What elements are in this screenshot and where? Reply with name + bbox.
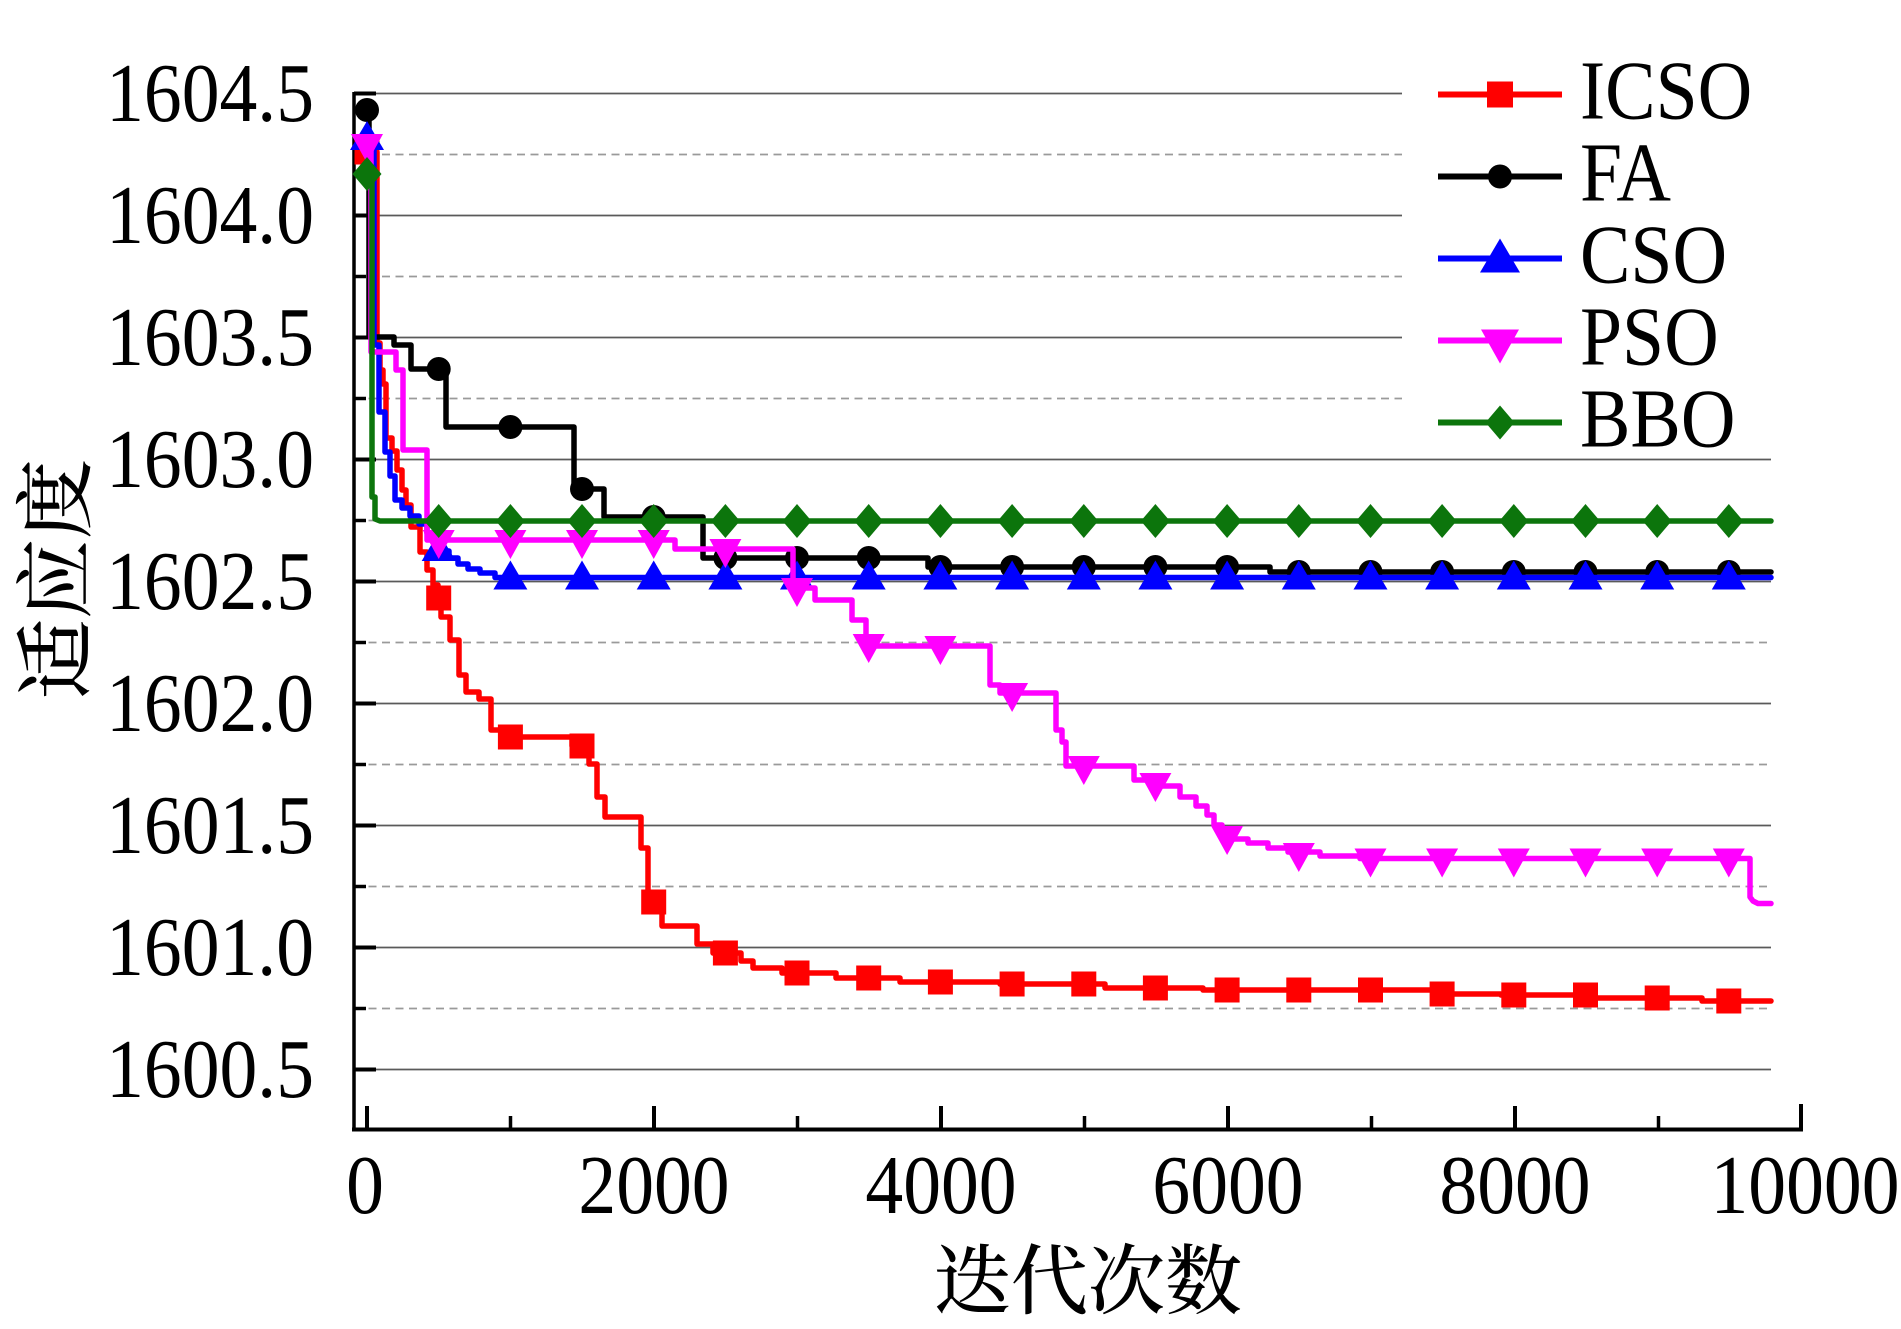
svg-text:BBO: BBO bbox=[1580, 373, 1735, 466]
svg-text:1604.5: 1604.5 bbox=[106, 47, 314, 140]
svg-text:8000: 8000 bbox=[1439, 1139, 1590, 1232]
svg-text:6000: 6000 bbox=[1152, 1139, 1303, 1232]
svg-text:PSO: PSO bbox=[1580, 291, 1719, 384]
svg-text:0: 0 bbox=[346, 1139, 384, 1232]
svg-text:1604.0: 1604.0 bbox=[106, 169, 314, 262]
svg-text:1602.5: 1602.5 bbox=[106, 535, 314, 628]
svg-text:ICSO: ICSO bbox=[1580, 45, 1752, 138]
svg-text:1602.0: 1602.0 bbox=[106, 657, 314, 750]
svg-text:1603.0: 1603.0 bbox=[106, 413, 314, 506]
svg-text:2000: 2000 bbox=[578, 1139, 729, 1232]
svg-text:1601.0: 1601.0 bbox=[106, 901, 314, 994]
svg-text:1603.5: 1603.5 bbox=[106, 291, 314, 384]
svg-text:FA: FA bbox=[1580, 127, 1671, 220]
svg-text:1601.5: 1601.5 bbox=[106, 779, 314, 872]
svg-text:CSO: CSO bbox=[1580, 209, 1727, 302]
svg-text:4000: 4000 bbox=[865, 1139, 1016, 1232]
svg-text:1600.5: 1600.5 bbox=[106, 1023, 314, 1116]
svg-text:10000: 10000 bbox=[1711, 1139, 1900, 1232]
